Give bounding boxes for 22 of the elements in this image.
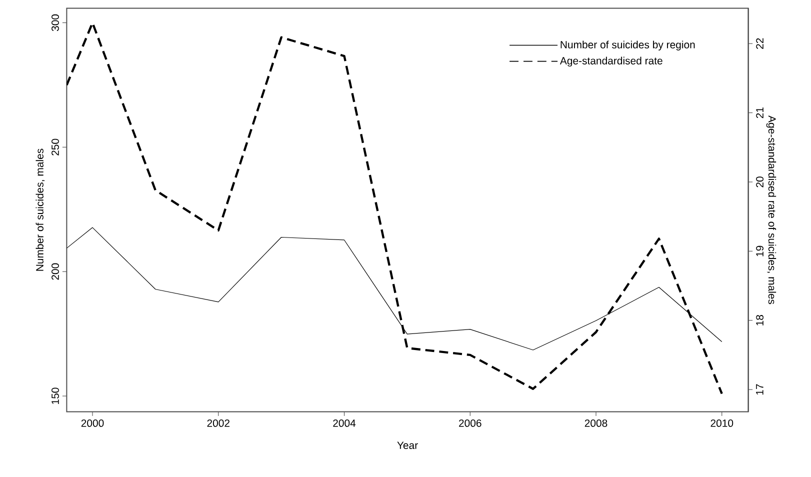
x-axis-title: Year [397,442,418,450]
y2-tick-label: 17 [756,384,764,395]
y2-tick-label: 20 [756,176,764,188]
y2-tick-label: 19 [756,246,764,256]
y-tick-label: 300 [52,14,59,32]
legend-label: Number of suicides by region [560,40,695,50]
y-tick-label: 200 [52,263,59,280]
x-tick-label: 2004 [333,419,356,427]
y-tick-label: 150 [52,388,59,404]
y-axis-title: Number of suicides, males [36,148,45,271]
x-tick-label: 2006 [459,419,482,427]
y2-axis-title: Age-standardised rate of suicides, males [766,116,776,304]
x-tick-label: 2010 [710,419,734,427]
y2-tick-label: 21 [756,107,764,118]
y2-tick-label: 22 [756,38,764,49]
legend-label: Age-standardised rate [560,56,662,67]
line-series [66,22,723,395]
x-tick-label: 2000 [81,419,104,427]
x-tick-label: 2008 [584,419,608,427]
x-tick-label: 2002 [207,419,230,427]
y-tick-label: 250 [52,138,59,156]
y2-tick-label: 18 [756,315,764,326]
